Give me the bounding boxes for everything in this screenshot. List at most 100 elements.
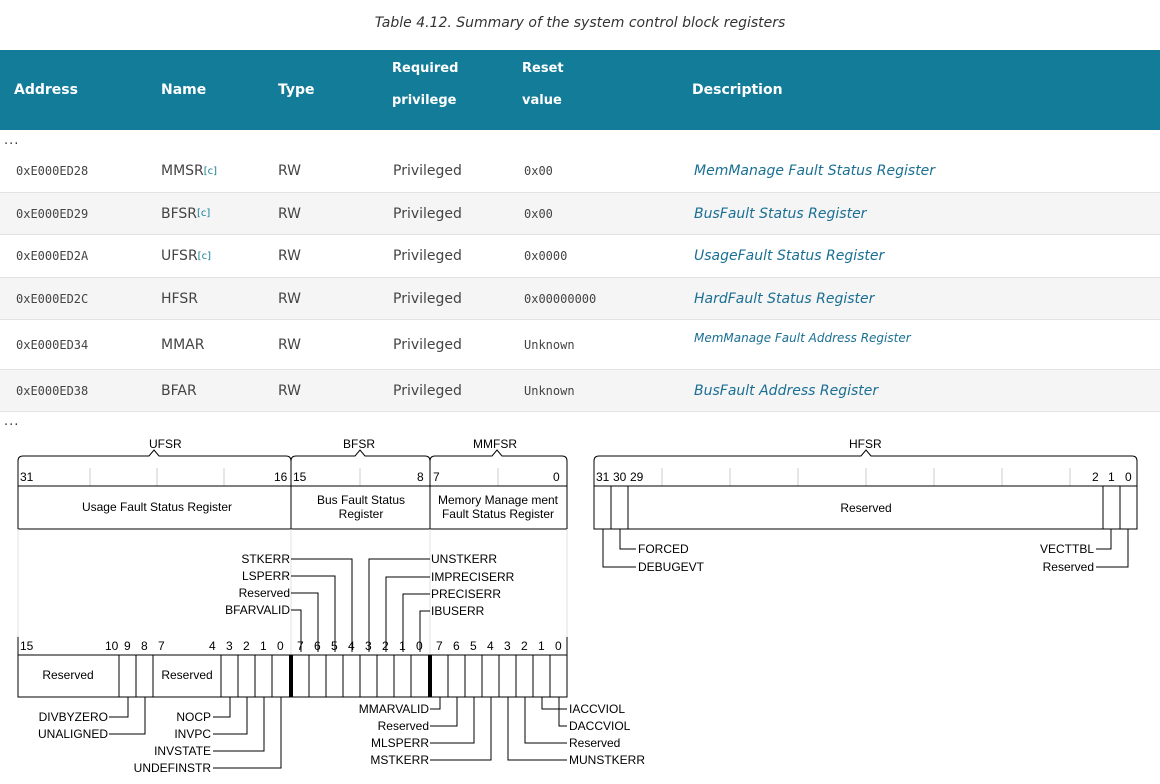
row-reset: Unknown (524, 383, 575, 398)
bit-number: 1 (399, 639, 406, 653)
ufsr-box-label: Usage Fault Status Register (82, 500, 232, 514)
bit-number: 16 (274, 470, 288, 484)
row-reset: 0x00 (524, 206, 553, 221)
bit-number: 30 (613, 470, 627, 484)
bit-number: 5 (331, 639, 338, 653)
table-caption: Table 4.12. Summary of the system contro… (374, 15, 786, 31)
row-description-link[interactable]: UsageFault Status Register (694, 248, 885, 264)
footnote-link[interactable]: [c] (197, 208, 211, 219)
bit-number: 4 (487, 639, 494, 653)
field-label: Reserved (1043, 560, 1094, 574)
field-label: UNSTKERR (431, 552, 497, 566)
field-label: DIVBYZERO (39, 710, 108, 724)
bit-number: 0 (277, 639, 284, 653)
field-label: BFARVALID (225, 603, 290, 617)
row-name: UFSR [c] (161, 248, 211, 264)
row-description-link[interactable]: BusFault Status Register (694, 205, 867, 222)
bit-number: 31 (20, 470, 34, 484)
bit-number: 0 (553, 470, 560, 484)
bit-number: 2 (1092, 470, 1099, 484)
bit-number: 6 (453, 639, 460, 653)
header-address: Address (14, 82, 78, 98)
bit-number: 8 (141, 639, 148, 653)
header-name: Name (161, 82, 207, 98)
header-privilege-2: privilege (392, 93, 457, 108)
row-privilege: Privileged (393, 290, 462, 307)
field-label: MSTKERR (370, 753, 429, 767)
reserved-field: Reserved (161, 668, 212, 682)
bit-number: 5 (470, 639, 477, 653)
bit-number: 2 (382, 639, 389, 653)
bit-number: 1 (538, 639, 545, 653)
table-row: 0xE000ED34 MMAR RW Privileged Unknown Me… (0, 320, 1160, 370)
bit-number: 1 (260, 639, 267, 653)
field-label: IACCVIOL (569, 702, 625, 716)
table-row: 0xE000ED2A UFSR [c] RW Privileged 0x0000 … (0, 235, 1160, 278)
bit-number: 2 (521, 639, 528, 653)
row-type: RW (278, 163, 302, 179)
field-label: DEBUGEVT (638, 560, 705, 574)
bit-number: 6 (314, 639, 321, 653)
table-header: Address Name Type Required privilege Res… (0, 50, 1160, 130)
bit-number: 15 (20, 639, 34, 653)
row-privilege: Privileged (393, 163, 462, 179)
row-address: 0xE000ED2A (16, 249, 89, 263)
row-description-link[interactable]: BusFault Address Register (694, 382, 879, 399)
row-name: HFSR (161, 290, 198, 307)
footnote-link[interactable]: [c] (203, 165, 218, 177)
row-privilege: Privileged (393, 205, 462, 222)
table-row: 0xE000ED28 MMSR [c] RW Privileged 0x00 Me… (0, 150, 1160, 193)
row-type: RW (278, 248, 302, 264)
mmfsr-group-label: MMFSR (473, 437, 517, 451)
reserved-field: Reserved (840, 501, 891, 515)
header-reset-1: Reset (522, 61, 564, 76)
row-description-link[interactable]: MemManage Fault Status Register (694, 163, 936, 179)
bit-number: 3 (365, 639, 372, 653)
bfsr-box-label-2: Register (339, 507, 384, 521)
field-label: STKERR (241, 552, 290, 566)
row-type: RW (278, 382, 302, 399)
footnote-link[interactable]: [c] (197, 250, 211, 262)
row-name: BFSR [c] (161, 205, 211, 222)
row-description-link[interactable]: MemManage Fault Address Register (694, 331, 911, 345)
row-reset: 0x00 (524, 164, 553, 178)
row-address: 0xE000ED29 (16, 206, 89, 221)
row-reset: 0x0000 (524, 249, 568, 263)
table-row: 0xE000ED38 BFAR RW Privileged Unknown Bu… (0, 370, 1160, 412)
bit-number: 2 (243, 639, 250, 653)
row-description-link[interactable]: HardFault Status Register (694, 290, 875, 307)
field-label: FORCED (638, 542, 689, 556)
bit-number: 31 (596, 470, 610, 484)
row-privilege: Privileged (393, 248, 462, 264)
bit-number: 7 (436, 639, 443, 653)
header-privilege-1: Required (392, 61, 459, 76)
field-label: Reserved (378, 719, 429, 733)
bit-number: 1 (1108, 470, 1115, 484)
table-row: 0xE000ED2C HFSR RW Privileged 0x00000000… (0, 278, 1160, 320)
bit-number: 29 (630, 470, 644, 484)
row-address: 0xE000ED28 (16, 164, 89, 178)
field-label: PRECISERR (431, 587, 501, 601)
row-privilege: Privileged (393, 382, 462, 399)
row-type: RW (278, 290, 302, 307)
row-name: BFAR (161, 382, 197, 399)
field-label: DACCVIOL (569, 719, 631, 733)
bit-number: 0 (1125, 470, 1132, 484)
row-name: MMAR (161, 336, 205, 353)
bit-number: 8 (417, 470, 424, 484)
row-reset: 0x00000000 (524, 291, 597, 306)
bit-number: 10 (105, 639, 119, 653)
field-label: INVPC (174, 727, 211, 741)
ellipsis-bottom: ... (4, 414, 20, 429)
ellipsis-top: ... (4, 133, 20, 148)
field-label: INVSTATE (154, 744, 211, 758)
mmfsr-box-label-1: Memory Manage ment (438, 493, 559, 507)
bit-number: 7 (433, 470, 440, 484)
bfsr-box-label-1: Bus Fault Status (317, 493, 405, 507)
field-label: IMPRECISERR (431, 570, 515, 584)
row-address: 0xE000ED2C (16, 291, 89, 306)
row-address: 0xE000ED38 (16, 383, 89, 398)
bit-number: 7 (158, 639, 165, 653)
bit-number: 4 (209, 639, 216, 653)
row-name: MMSR [c] (161, 163, 218, 179)
